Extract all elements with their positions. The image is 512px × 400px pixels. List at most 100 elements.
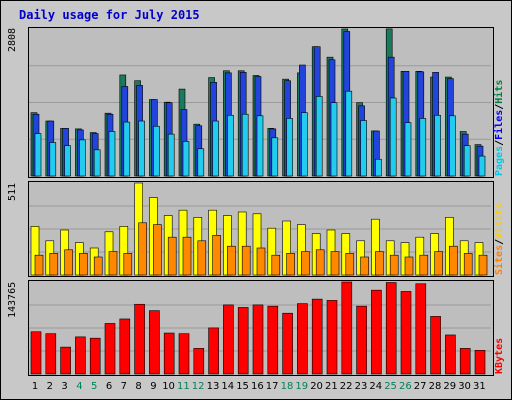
pages-bar-28 <box>434 114 441 177</box>
sites-bar-29 <box>449 245 458 276</box>
pages-bar-6 <box>108 131 116 177</box>
sites-bar-24 <box>375 251 384 276</box>
day-label-21: 21 <box>325 381 338 392</box>
pages-bar-8 <box>138 120 145 177</box>
day-label-16: 16 <box>251 381 264 392</box>
sites-bar-8 <box>138 222 147 276</box>
kbytes-bar-4 <box>75 336 86 375</box>
kbytes-legend: KBytes <box>494 280 508 374</box>
kbytes-bar-6 <box>104 323 116 375</box>
kbytes-bar-1 <box>30 331 42 375</box>
sites-bar-7 <box>123 253 133 276</box>
pages-bar-23 <box>360 120 367 177</box>
sites-bar-31 <box>478 254 488 276</box>
sites-bar-20 <box>315 249 325 276</box>
pages-bar-11 <box>182 141 190 177</box>
pages-bar-9 <box>153 125 160 177</box>
pages-bar-7 <box>123 121 131 177</box>
day-label-11: 11 <box>177 381 190 392</box>
kbytes-ymax-label: 143765 <box>7 281 18 319</box>
day-label-24: 24 <box>369 381 383 392</box>
kbytes-bar-14 <box>223 304 234 375</box>
pages-bar-1 <box>34 133 42 177</box>
chart-title: Daily usage for July 2015 <box>19 8 200 22</box>
kbytes-bar-31 <box>474 350 486 375</box>
legend-entry: Files <box>494 109 505 140</box>
kbytes-bar-28 <box>430 316 441 375</box>
day-label-31: 31 <box>473 381 486 392</box>
day-label-12: 12 <box>191 381 205 392</box>
kbytes-bar-26 <box>400 291 412 375</box>
day-label-7: 7 <box>120 381 127 392</box>
kbytes-bar-29 <box>445 334 456 375</box>
kbytes-bar-21 <box>326 300 338 375</box>
legend-entry: Visits <box>494 202 505 239</box>
kbytes-bar-20 <box>311 298 323 375</box>
sites-bar-10 <box>167 236 177 276</box>
kbytes-bar-9 <box>149 310 160 375</box>
pages-bar-30 <box>463 145 471 177</box>
sites-bar-19 <box>301 251 310 276</box>
kbytes-bar-16 <box>252 304 264 375</box>
pages-bar-25 <box>389 97 397 177</box>
kbytes-bar-12 <box>193 348 205 375</box>
legend-entry: Hits <box>494 79 505 104</box>
pages-bar-3 <box>64 145 71 177</box>
pages-bar-31 <box>478 155 486 177</box>
hits-ymax-label: 2808 <box>7 27 18 53</box>
day-label-18: 18 <box>280 381 294 392</box>
sites-bar-28 <box>434 251 443 276</box>
kbytes-bar-5 <box>89 337 101 375</box>
sites-bar-18 <box>286 253 295 276</box>
day-label-10: 10 <box>162 381 175 392</box>
day-label-3: 3 <box>61 381 68 392</box>
sites-bar-9 <box>153 224 162 276</box>
pages-bar-21 <box>330 102 338 177</box>
kbytes-bar-15 <box>237 307 249 375</box>
day-label-17: 17 <box>265 381 279 392</box>
sites-bar-30 <box>463 253 473 276</box>
legend-entry: Pages <box>494 145 505 176</box>
day-label-30: 30 <box>458 381 471 392</box>
kbytes-bar-19 <box>297 303 308 375</box>
day-label-2: 2 <box>46 381 53 392</box>
sites-bar-26 <box>404 256 414 276</box>
pages-bar-27 <box>419 118 427 177</box>
day-label-26: 26 <box>399 381 412 392</box>
hits-legend: Pages/Files/Hits <box>494 27 508 176</box>
kbytes-bar-24 <box>371 289 382 375</box>
sites-bar-14 <box>227 245 236 276</box>
pages-bar-26 <box>404 122 412 177</box>
day-label-8: 8 <box>135 381 142 392</box>
pages-bar-17 <box>271 137 279 177</box>
visits-ymax-label: 511 <box>7 182 18 202</box>
day-label-20: 20 <box>310 381 323 392</box>
pages-bar-29 <box>449 115 456 177</box>
sites-bar-25 <box>389 254 399 276</box>
kbytes-bar-10 <box>163 332 175 375</box>
kbytes-bar-17 <box>267 305 279 375</box>
pages-bar-22 <box>345 90 353 177</box>
day-label-22: 22 <box>339 381 353 392</box>
pages-bar-14 <box>227 114 234 177</box>
sites-bar-15 <box>241 245 251 276</box>
pages-bar-10 <box>167 133 175 177</box>
day-label-5: 5 <box>91 381 98 392</box>
sites-bar-11 <box>182 236 192 276</box>
kbytes-bar-27 <box>415 283 427 375</box>
pages-bar-20 <box>315 96 323 177</box>
day-label-19: 19 <box>295 381 309 392</box>
pages-bar-4 <box>79 139 86 177</box>
sites-bar-17 <box>271 254 281 276</box>
legend-entry: / <box>494 238 505 245</box>
day-label-9: 9 <box>150 381 157 392</box>
day-label-28: 28 <box>428 381 442 392</box>
day-label-1: 1 <box>31 381 39 392</box>
kbytes-bar-2 <box>45 333 57 375</box>
sites-bar-6 <box>108 251 118 276</box>
sites-bar-16 <box>256 247 266 276</box>
day-label-13: 13 <box>206 381 220 392</box>
kbytes-bar-8 <box>134 303 145 375</box>
sites-bar-12 <box>197 240 207 276</box>
pages-bar-16 <box>256 115 264 177</box>
